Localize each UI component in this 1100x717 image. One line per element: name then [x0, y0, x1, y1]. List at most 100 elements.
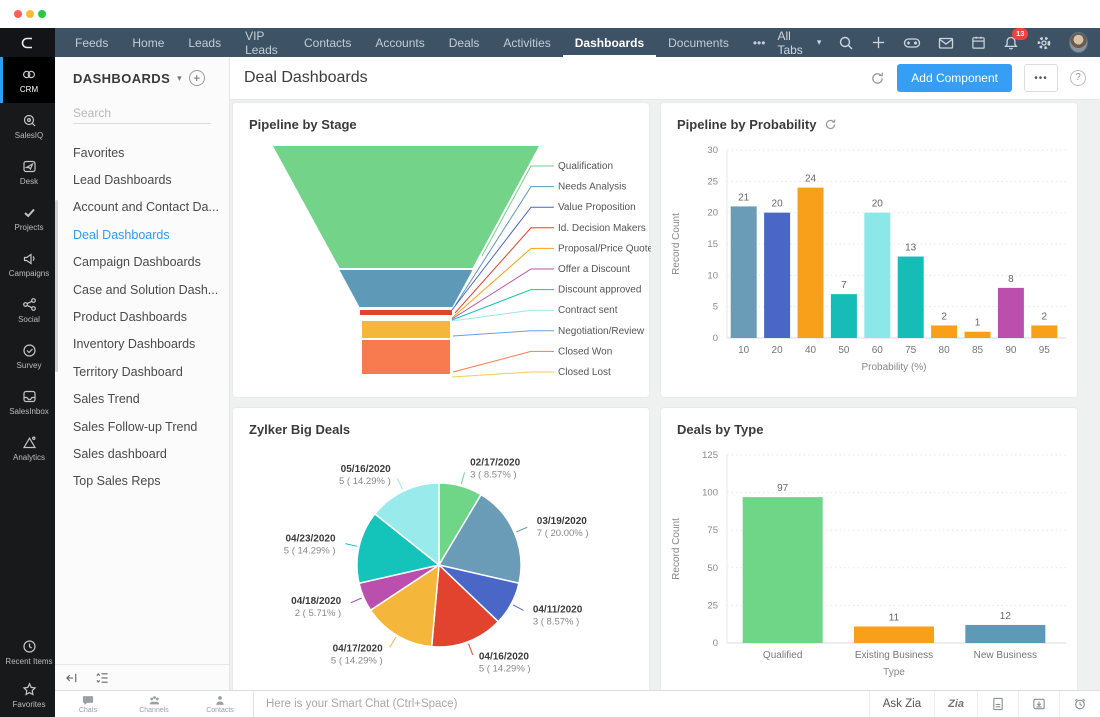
sidebar-item-crm[interactable]: CRM — [0, 57, 55, 103]
analytics-icon — [22, 435, 36, 448]
dashboard-item-sales-dashboard[interactable]: Sales dashboard — [73, 446, 167, 461]
refresh-icon[interactable] — [870, 71, 885, 86]
svg-text:04/16/2020: 04/16/2020 — [479, 651, 529, 662]
tab-leads[interactable]: Leads — [188, 35, 222, 50]
dashboard-item-top-sales-reps[interactable]: Top Sales Reps — [73, 474, 161, 489]
svg-text:15: 15 — [707, 239, 718, 250]
tab-activities[interactable]: Activities — [503, 35, 551, 50]
quick-create-plus-icon[interactable] — [871, 35, 886, 50]
bar-chart-deals-by-type[interactable]: 0 25 50 75 100 125 97 Qualified 11 Existing Busin… — [661, 443, 1081, 690]
sidebar-item-campaigns[interactable]: Campaigns — [0, 241, 55, 287]
tab-contacts[interactable]: Contacts — [304, 35, 352, 50]
card-deals-by-type: Deals by Type 0 25 50 75 100 125 97 Qualified 11… — [660, 407, 1078, 690]
dashboard-item-sales-follow-up-trend[interactable]: Sales Follow-up Trend — [73, 419, 198, 434]
chart-title: Deals by Type — [677, 422, 764, 437]
search-icon[interactable] — [838, 35, 854, 51]
more-options-button[interactable]: ••• — [1024, 64, 1058, 92]
dashboard-item-deal-dashboards[interactable]: Deal Dashboards — [73, 227, 170, 242]
help-icon[interactable]: ? — [1070, 70, 1086, 86]
sidebar-scrollbar[interactable] — [55, 200, 58, 372]
svg-text:04/23/2020: 04/23/2020 — [285, 533, 335, 544]
app-switcher-sidebar: CRM SalesIQ Desk Projects Campaigns Soci… — [0, 57, 55, 717]
collapse-sidebar-icon[interactable] — [65, 671, 79, 685]
tab-feeds[interactable]: Feeds — [75, 35, 109, 50]
sidebar-item-desk[interactable]: Desk — [0, 149, 55, 195]
minimize-window-button[interactable] — [26, 10, 34, 18]
gear-icon[interactable] — [1036, 35, 1052, 51]
dashboard-item-favorites[interactable]: Favorites — [73, 145, 125, 160]
svg-text:Record Count: Record Count — [671, 213, 682, 275]
sidebar-item-survey[interactable]: Survey — [0, 333, 55, 379]
document-icon[interactable] — [977, 691, 1018, 717]
svg-text:2: 2 — [941, 311, 947, 322]
projects-icon — [23, 208, 35, 217]
svg-text:97: 97 — [777, 483, 789, 494]
social-icon — [22, 297, 36, 311]
bell-icon[interactable]: 13 — [1003, 27, 1029, 51]
chat-tab-chats[interactable]: Chats — [55, 691, 121, 717]
card-zylker-big-deals: Zylker Big Deals 02/17/2020 3 ( 8.57% ) 03… — [232, 407, 650, 690]
dashboard-item-inventory-dashboards[interactable]: Inventory Dashboards — [73, 337, 196, 352]
add-dashboard-button[interactable]: + — [188, 70, 205, 86]
chat-tab-channels[interactable]: Channels — [121, 691, 187, 717]
tab-deals[interactable]: Deals — [448, 35, 480, 50]
dashboard-search-input[interactable] — [73, 103, 211, 124]
sidebar-item-projects[interactable]: Projects — [0, 195, 55, 241]
all-tabs-dropdown[interactable]: All Tabs ▾ — [777, 28, 822, 57]
module-tabs: Feeds Home Leads VIP Leads Contacts Acco… — [63, 28, 777, 57]
svg-text:04/17/2020: 04/17/2020 — [333, 644, 383, 655]
dashboard-item-territory-dashboard[interactable]: Territory Dashboard — [73, 364, 183, 379]
svg-text:8: 8 — [1008, 274, 1014, 285]
ask-zia-button[interactable]: Ask Zia — [868, 691, 934, 717]
sidebar-item-salesinbox[interactable]: SalesInbox — [0, 379, 55, 425]
zoho-crm-logo[interactable] — [0, 28, 55, 57]
dashboard-item-case-and-solution[interactable]: Case and Solution Dash... — [73, 282, 219, 297]
sidebar-item-favorites[interactable]: Favorites — [0, 673, 55, 717]
titlebar — [0, 0, 1100, 28]
svg-text:20: 20 — [707, 208, 718, 219]
dashboard-item-lead-dashboards[interactable]: Lead Dashboards — [73, 173, 172, 188]
tab-overflow-menu[interactable]: ••• — [752, 35, 766, 50]
zia-icon[interactable]: Zia — [934, 691, 977, 717]
bar-chart-pipeline-by-probability[interactable]: 0 5 10 15 20 25 30 21 10 20 20 24 40 7 50 20 60 13 75 2 80 1 8… — [661, 138, 1081, 388]
tab-documents[interactable]: Documents — [668, 35, 729, 50]
import-tray-icon[interactable] — [1018, 691, 1059, 717]
svg-text:95: 95 — [1039, 345, 1051, 356]
sidebar-item-salesiq[interactable]: SalesIQ — [0, 103, 55, 149]
contact-person-icon — [216, 695, 224, 705]
funnel-chart-pipeline-by-stage[interactable]: Qualification Needs Analysis Value Proposi… — [233, 132, 653, 382]
tab-dashboards[interactable]: Dashboards — [563, 28, 656, 57]
sidebar-item-social[interactable]: Social — [0, 287, 55, 333]
alarm-clock-icon[interactable] — [1059, 691, 1100, 717]
chevron-down-icon[interactable]: ▾ — [177, 72, 182, 83]
tab-home[interactable]: Home — [132, 35, 165, 50]
add-component-button[interactable]: Add Component — [897, 64, 1012, 92]
star-icon — [22, 681, 36, 696]
dashboard-item-sales-trend[interactable]: Sales Trend — [73, 392, 140, 407]
gamescope-icon[interactable] — [903, 35, 921, 50]
user-avatar[interactable] — [1069, 32, 1088, 53]
top-navigation: Feeds Home Leads VIP Leads Contacts Acco… — [0, 27, 1100, 57]
smart-chat-input[interactable] — [253, 691, 869, 717]
dashboard-item-account-and-contact[interactable]: Account and Contact Da... — [73, 200, 219, 215]
svg-text:04/11/2020: 04/11/2020 — [533, 604, 583, 615]
chat-tab-contacts[interactable]: Contacts — [187, 691, 253, 717]
mail-icon[interactable] — [938, 36, 954, 50]
sidebar-item-recent-items[interactable]: Recent Items — [0, 631, 55, 673]
sidebar-item-analytics[interactable]: Analytics — [0, 425, 55, 471]
svg-text:Probability (%): Probability (%) — [861, 362, 926, 373]
tab-vip-leads[interactable]: VIP Leads — [245, 28, 278, 57]
refresh-icon[interactable] — [824, 118, 837, 131]
tab-accounts[interactable]: Accounts — [375, 35, 425, 50]
sort-list-icon[interactable] — [95, 671, 110, 685]
svg-text:Offer a Discount: Offer a Discount — [558, 264, 630, 275]
calendar-icon[interactable] — [971, 35, 986, 50]
dashboard-item-product-dashboards[interactable]: Product Dashboards — [73, 310, 187, 325]
zoom-window-button[interactable] — [38, 10, 46, 18]
close-window-button[interactable] — [14, 10, 22, 18]
dashboard-item-campaign-dashboards[interactable]: Campaign Dashboards — [73, 255, 201, 270]
svg-text:5 ( 14.29% ): 5 ( 14.29% ) — [284, 545, 336, 556]
svg-text:Needs Analysis: Needs Analysis — [558, 182, 626, 193]
nav-right-cluster: All Tabs ▾ 13 — [777, 27, 1100, 57]
